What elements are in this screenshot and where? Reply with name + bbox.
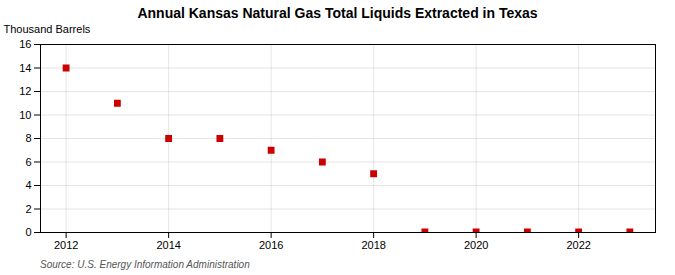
svg-text:2018: 2018: [361, 239, 385, 251]
svg-text:2014: 2014: [156, 239, 180, 251]
svg-text:4: 4: [25, 179, 31, 191]
html-text:Source: U.S. Energy Informatio: Source: U.S. Energy Information Administ…: [40, 259, 250, 270]
svg-text:2016: 2016: [259, 239, 283, 251]
svg-text:2: 2: [25, 203, 31, 215]
svg-text:16: 16: [19, 38, 31, 50]
svg-text:2012: 2012: [54, 239, 78, 251]
svg-text:8: 8: [25, 132, 31, 144]
svg-text:2022: 2022: [566, 239, 590, 251]
html-text:Annual Kansas Natural Gas Tota: Annual Kansas Natural Gas Total Liquids …: [137, 5, 538, 21]
svg-text:12: 12: [19, 85, 31, 97]
svg-text:10: 10: [19, 109, 31, 121]
svg-text:6: 6: [25, 156, 31, 168]
svg-text:Thousand Barrels: Thousand Barrels: [4, 23, 91, 35]
svg-text:14: 14: [19, 62, 31, 74]
svg-text:0: 0: [25, 226, 31, 238]
svg-text:2020: 2020: [464, 239, 488, 251]
